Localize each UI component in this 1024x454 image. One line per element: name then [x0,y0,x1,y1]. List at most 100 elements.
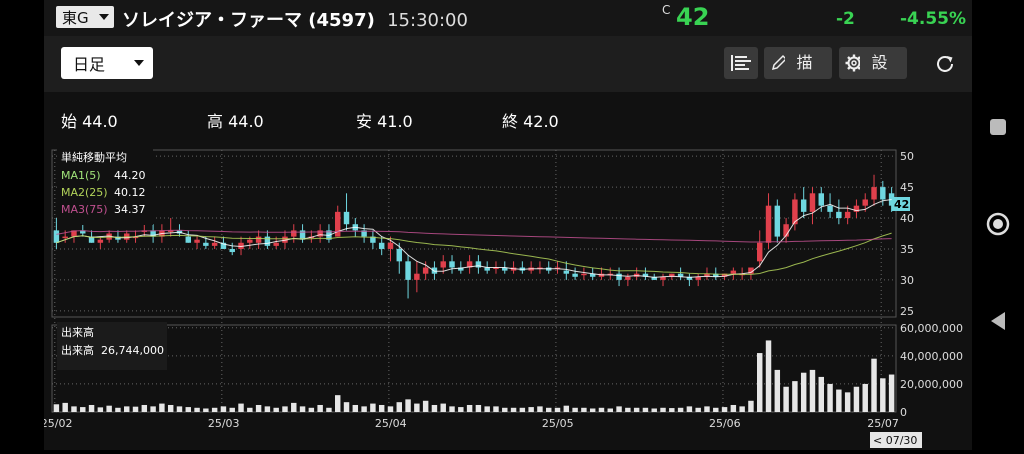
candle-body [273,242,279,246]
volume-bar [124,406,130,412]
candle-body [387,242,394,249]
volume-bar [651,408,657,412]
volume-bar [774,369,781,412]
volume-bar [792,381,798,412]
volume-bar [607,408,613,412]
volume-bar [502,407,508,412]
volume-bar [871,358,877,412]
volume-bar [880,378,886,412]
quote-time: 15:30:00 [387,10,468,31]
market-label: 東G [62,8,89,27]
high-value: 高 44.0 [207,112,264,131]
candle-body [378,242,385,249]
indicator-button[interactable] [724,47,758,79]
ma-line-3 [56,229,892,243]
candle-body [660,276,666,280]
volume-bar [862,383,868,412]
ma3-legend-label: MA3(75) [61,203,108,216]
volume-legend-box [57,322,167,370]
price-tick-label: 25 [900,305,914,318]
candle-body [572,273,578,277]
volume-bar [422,400,429,412]
ma-line-1 [56,199,892,278]
settings-button[interactable]: 設定 [839,47,907,79]
volume-bar [765,340,772,412]
draw-button[interactable]: 描画 [764,47,832,79]
volume-bar [414,403,420,412]
candle-body [405,261,411,280]
volume-bar [510,407,517,412]
candle-body [800,199,807,212]
ma2-legend-label: MA2(25) [61,186,108,199]
candle-body [625,276,631,280]
price-tick-label: 45 [900,181,914,194]
volume-bar [660,407,666,412]
volume-bar [387,406,394,412]
volume-tick-label: 0 [900,406,907,419]
volume-legend-value: 26,744,000 [101,344,164,357]
volume-bar [818,376,824,412]
candle-body [484,267,490,271]
candle-body [396,248,402,262]
volume-bar [853,386,860,412]
ma3-legend-value: 34.37 [114,203,146,216]
volume-bar [264,406,271,412]
chart-area[interactable]: 25 30 35 40 45 50 0 20,000,000 40,000,000 60,000,… [41,142,972,450]
candle-body [80,230,86,234]
market-selector[interactable]: 東G [56,6,114,28]
home-circle-icon [986,212,1010,236]
volume-bar [185,407,191,412]
candle-body [493,267,499,270]
volume-bar [97,407,104,412]
cursor-date-tag[interactable] [870,432,922,448]
candle-body [291,230,297,237]
cursor-date-label: < 07/30 > [873,434,930,447]
period-label: 日足 [73,55,106,74]
volume-bar [458,407,464,412]
volume-bar [326,407,332,412]
refresh-icon[interactable] [934,53,956,75]
volume-bar [299,406,306,412]
candle-body [466,261,473,268]
recent-apps-button[interactable] [972,107,1024,147]
candle-body [809,193,816,212]
candle-body [62,236,68,239]
back-button[interactable] [972,301,1024,341]
price-tick-label: 30 [900,274,914,287]
candle-body [97,239,104,243]
volume-bar [730,404,737,412]
home-button[interactable] [972,204,1024,244]
volume-bar [757,353,763,412]
volume-bar [203,408,209,412]
period-selector[interactable]: 日足 [61,47,153,79]
candle-body [836,211,842,219]
candle-body [792,199,798,225]
volume-bar [695,407,701,412]
volume-bar [53,404,60,412]
volume-bar [827,383,833,412]
volume-bar [238,403,244,412]
volume-bar [493,406,499,412]
volume-bar [449,406,455,412]
volume-bar [431,404,438,412]
volume-legend-label: 出来高 [61,343,94,357]
candle-body [475,261,482,268]
candle-body [818,193,824,206]
volume-bar [581,407,587,412]
candle-body [765,205,772,243]
chevron-down-icon [134,60,144,66]
volume-bar [115,407,121,412]
candle-body [238,242,244,249]
candle-body [844,211,851,219]
volume-bar [528,407,534,412]
candle-body [651,276,657,280]
candlestick-chart[interactable]: 25 30 35 40 45 50 0 20,000,000 40,000,000 60,000,… [41,142,972,450]
candle-body [299,230,306,240]
volume-bar [484,406,490,412]
candle-body [757,242,763,262]
date-tick-label: 25/04 [375,417,407,430]
candle-body [862,199,868,206]
volume-bar [844,392,851,412]
volume-bar [642,407,649,412]
volume-bar [343,402,350,412]
